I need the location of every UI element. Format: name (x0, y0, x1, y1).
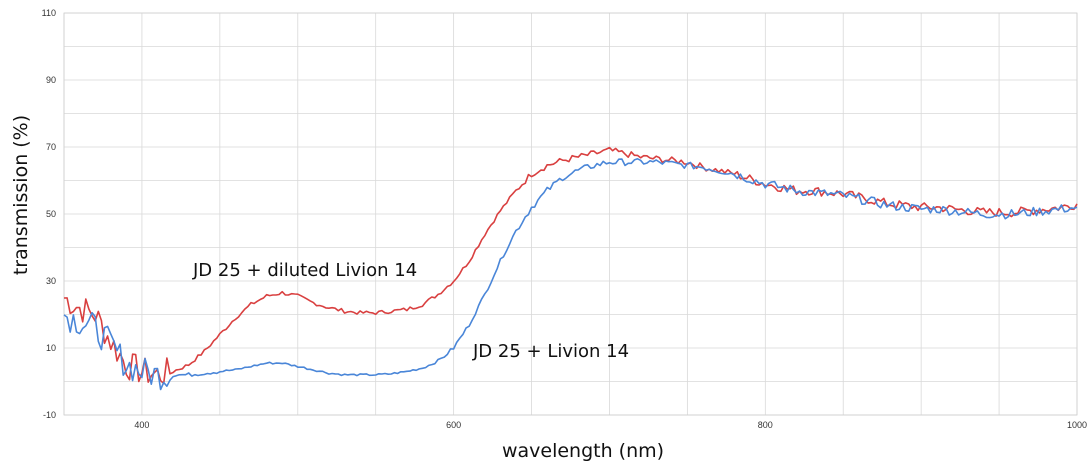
x-tick-label: 800 (758, 420, 773, 430)
series-line-livion (63, 158, 1078, 391)
y-tick-label: -10 (43, 410, 56, 420)
series-lines (63, 146, 1078, 391)
y-tick-label: 70 (46, 142, 56, 152)
grid-lines (63, 12, 1078, 416)
y-tick-label: 50 (46, 209, 56, 219)
annotation-livion: JD 25 + Livion 14 (472, 341, 629, 362)
y-tick-label: 30 (46, 276, 56, 286)
x-tick-label: 400 (134, 420, 149, 430)
x-tick-label: 1000 (1067, 420, 1087, 430)
y-tick-label: 110 (42, 8, 56, 18)
y-axis-title: transmission (%) (10, 115, 32, 275)
y-tick-label: 10 (46, 343, 56, 353)
plot-frame (63, 12, 1078, 416)
series-line-diluted-livion (63, 146, 1078, 385)
annotation-diluted-livion: JD 25 + diluted Livion 14 (192, 260, 417, 281)
y-tick-label: 90 (46, 75, 56, 85)
x-axis-ticks: 400 600 800 1000 (134, 420, 1087, 430)
x-tick-label: 600 (446, 420, 461, 430)
y-axis-ticks: -10 10 30 50 70 90 110 (42, 8, 56, 420)
x-axis-title: wavelength (nm) (502, 440, 664, 462)
